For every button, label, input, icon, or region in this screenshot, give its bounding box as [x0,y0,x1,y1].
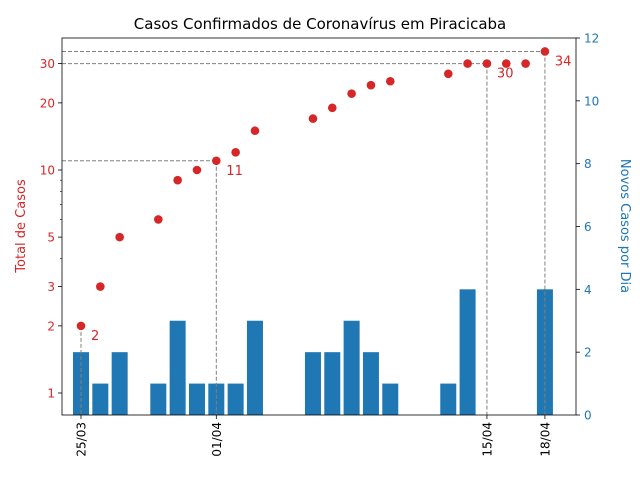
x-tick-label: 18/04 [538,422,552,457]
y-left-tick-label: 30 [40,57,55,71]
data-point [521,59,530,68]
bar [169,320,186,415]
bar [227,383,244,415]
bar [246,320,263,415]
data-point [173,175,182,185]
y-axis-right-label: Novos Casos por Dia [617,159,632,293]
plot-frame [61,37,577,416]
y-right-tick-label: 0 [584,409,592,423]
guide-lines [62,50,546,415]
bar [382,383,399,415]
bar [92,383,109,415]
bar [150,383,167,415]
point-annotation: 2 [91,329,99,344]
data-point [366,80,376,90]
data-point [482,59,492,68]
annotations: 2 11 30 34 [91,54,571,343]
bar [343,320,360,415]
y-axis-right-ticks: 0 2 4 6 8 10 12 [576,32,599,423]
point-annotation: 34 [555,54,572,69]
x-axis-ticks: 25/03 01/04 15/04 18/04 [75,415,552,457]
data-point [96,282,105,291]
y-right-tick-label: 2 [584,346,592,360]
y-right-tick-label: 6 [584,220,592,234]
data-point [501,59,511,68]
data-point [250,126,260,136]
bar-series [73,289,553,415]
x-tick-label: 25/03 [75,422,89,457]
y-right-tick-label: 8 [584,157,592,171]
x-tick-label: 01/04 [210,422,224,457]
bar [324,352,341,415]
data-point [327,103,337,113]
data-point [308,114,318,123]
point-annotation: 11 [226,164,243,179]
data-point [76,321,86,331]
y-left-tick-label: 1 [47,387,55,401]
data-point [347,89,356,98]
bar [188,383,205,415]
y-axis-left-label: Total de Casos [14,179,29,274]
chart-title: Casos Confirmados de Coronavírus em Pira… [134,15,506,33]
y-right-tick-label: 10 [584,94,599,108]
bar [459,289,476,415]
x-tick-label: 15/04 [480,422,494,457]
y-axis-left-ticks: 1 2 3 5 10 20 30 [40,57,62,401]
data-point [231,148,240,157]
y-left-tick-label: 10 [40,164,55,178]
point-annotation: 30 [497,67,514,82]
data-point [443,69,453,79]
bar [362,352,379,415]
data-point [192,165,202,175]
data-point [463,59,472,68]
y-left-tick-label: 5 [47,231,55,245]
data-point [385,76,395,86]
y-left-tick-label: 3 [47,280,55,294]
bar [304,352,321,415]
bar [111,352,128,415]
y-left-tick-label: 20 [40,96,55,110]
bar [440,383,457,415]
bar [208,383,225,415]
y-right-tick-label: 4 [584,283,592,297]
scatter-series [76,47,550,331]
y-right-tick-label: 12 [584,32,599,46]
data-point [115,232,124,242]
data-point [212,156,221,166]
y-left-tick-label: 2 [47,319,55,333]
data-point [540,47,550,56]
data-point [154,215,163,224]
